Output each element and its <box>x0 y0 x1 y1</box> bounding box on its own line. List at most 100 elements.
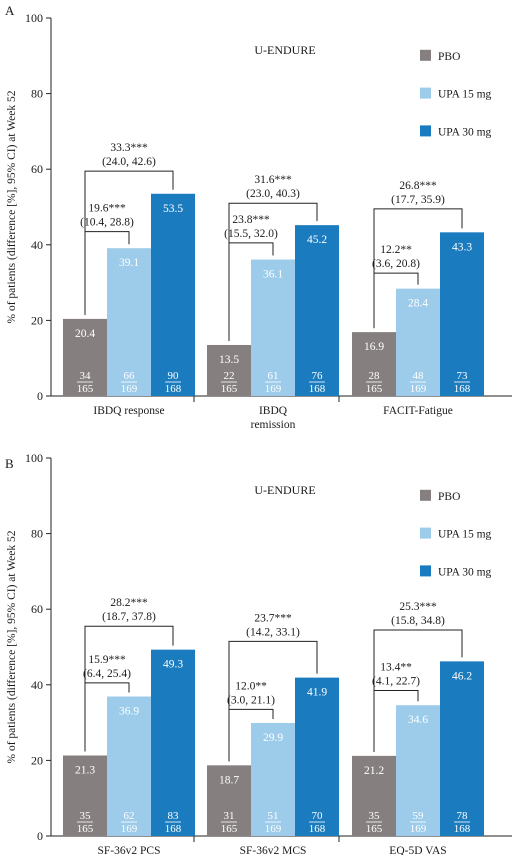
bar-n-numerator: 70 <box>312 810 324 822</box>
y-tick-label: 80 <box>31 87 43 101</box>
chart-panel-a: A 0 20 40 60 80 100 % of patients (difference [… <box>5 3 512 431</box>
difference-label: 12.0** <box>235 680 267 692</box>
bar-n-denominator: 168 <box>309 823 326 835</box>
ci-label: (23.0, 40.3) <box>246 188 300 200</box>
x-category-label: remission <box>251 419 296 431</box>
bar-value-label: 43.3 <box>452 241 472 253</box>
bar-n-denominator: 169 <box>410 823 427 835</box>
bar <box>63 755 107 836</box>
bar <box>396 705 440 836</box>
bar-n-numerator: 28 <box>369 370 381 382</box>
difference-label: 13.4** <box>380 661 412 673</box>
bar-n-numerator: 78 <box>457 810 469 822</box>
panel-label: B <box>5 456 14 471</box>
y-tick-label: 100 <box>25 11 43 25</box>
bar-value-label: 46.2 <box>452 670 472 682</box>
bar-value-label: 49.3 <box>163 659 183 671</box>
bar-value-label: 13.5 <box>219 354 239 366</box>
bar-n-numerator: 90 <box>168 370 180 382</box>
bar <box>151 193 195 396</box>
difference-label: 12.2** <box>380 244 412 256</box>
chart-title: U-ENDURE <box>254 483 315 497</box>
bar-value-label: 21.2 <box>364 765 384 777</box>
x-category-label: IBDQ response <box>93 405 164 417</box>
bar-value-label: 20.4 <box>75 328 95 340</box>
bar-n-denominator: 168 <box>454 823 471 835</box>
bar <box>352 755 396 836</box>
bar-n-denominator: 168 <box>309 383 326 395</box>
y-tick-label: 60 <box>31 162 43 176</box>
bar <box>440 232 484 396</box>
bar-value-label: 28.4 <box>408 298 428 310</box>
bar-n-denominator: 165 <box>366 383 383 395</box>
ci-label: (24.0, 42.6) <box>102 156 156 168</box>
bar-value-label: 18.7 <box>219 774 239 786</box>
bar-n-numerator: 48 <box>413 370 425 382</box>
x-category-label: SF-36v2 PCS <box>98 845 161 855</box>
bar-n-numerator: 51 <box>268 810 279 822</box>
bar-n-numerator: 73 <box>457 370 469 382</box>
bar-value-label: 29.9 <box>263 732 283 744</box>
bar-n-numerator: 35 <box>80 810 92 822</box>
bar-n-denominator: 165 <box>366 823 383 835</box>
bar <box>207 765 251 836</box>
legend-label: UPA 15 mg <box>438 529 492 541</box>
bar <box>396 288 440 396</box>
legend-label: PBO <box>438 491 460 503</box>
bar <box>63 318 107 396</box>
bar-n-denominator: 168 <box>165 823 182 835</box>
bar-n-numerator: 35 <box>369 810 381 822</box>
x-category-label: EQ-5D VAS <box>389 845 446 855</box>
bar-n-denominator: 169 <box>265 823 282 835</box>
legend-swatch <box>420 565 431 577</box>
chart-panel-b: B 0 20 40 60 80 100 % of patients (difference [… <box>5 451 512 855</box>
significance-bracket <box>84 170 174 315</box>
bar <box>207 344 251 396</box>
bar-n-denominator: 169 <box>121 823 138 835</box>
difference-label: 23.8*** <box>232 214 270 226</box>
bar-n-denominator: 169 <box>410 383 427 395</box>
difference-label: 15.9*** <box>88 654 126 666</box>
y-tick-label: 20 <box>31 313 43 327</box>
bar-value-label: 34.6 <box>408 714 428 726</box>
ci-label: (10.4, 28.8) <box>80 217 134 229</box>
bar-n-denominator: 165 <box>77 383 94 395</box>
legend-swatch <box>420 87 431 99</box>
x-category-label: IBDQ <box>259 405 288 417</box>
bar-value-label: 16.9 <box>364 341 384 353</box>
bar <box>295 225 339 396</box>
bar <box>151 649 195 836</box>
legend-label: PBO <box>438 51 460 63</box>
bar <box>440 661 484 836</box>
legend-label: UPA 30 mg <box>438 566 492 578</box>
bar <box>295 677 339 836</box>
bar-n-numerator: 31 <box>224 810 235 822</box>
y-tick-label: 40 <box>31 678 43 692</box>
y-tick-label: 40 <box>31 238 43 252</box>
x-category-label: FACIT-Fatigue <box>383 405 453 417</box>
significance-bracket <box>228 202 318 341</box>
bar-n-numerator: 61 <box>268 370 279 382</box>
ci-label: (15.8, 34.8) <box>391 615 445 627</box>
significance-bracket <box>373 208 463 329</box>
bar-n-denominator: 165 <box>77 823 94 835</box>
ci-label: (18.7, 37.8) <box>102 611 156 623</box>
bar-value-label: 39.1 <box>119 257 139 269</box>
y-axis-title: % of patients (difference [%], 95% CI) a… <box>6 90 18 323</box>
significance-bracket <box>228 640 318 762</box>
difference-label: 26.8*** <box>399 180 437 192</box>
bar-n-numerator: 34 <box>80 370 92 382</box>
ci-label: (3.0, 21.1) <box>227 694 275 706</box>
difference-label: 28.2*** <box>110 597 148 609</box>
y-tick-label: 60 <box>31 602 43 616</box>
bar-n-denominator: 169 <box>265 383 282 395</box>
y-tick-label: 100 <box>25 451 43 465</box>
difference-label: 31.6*** <box>254 174 292 186</box>
difference-label: 19.6*** <box>88 203 126 215</box>
bar-value-label: 41.9 <box>307 687 327 699</box>
ci-label: (14.2, 33.1) <box>246 626 300 638</box>
bar-value-label: 53.5 <box>163 203 183 215</box>
bar <box>352 332 396 396</box>
bar-n-numerator: 76 <box>312 370 324 382</box>
